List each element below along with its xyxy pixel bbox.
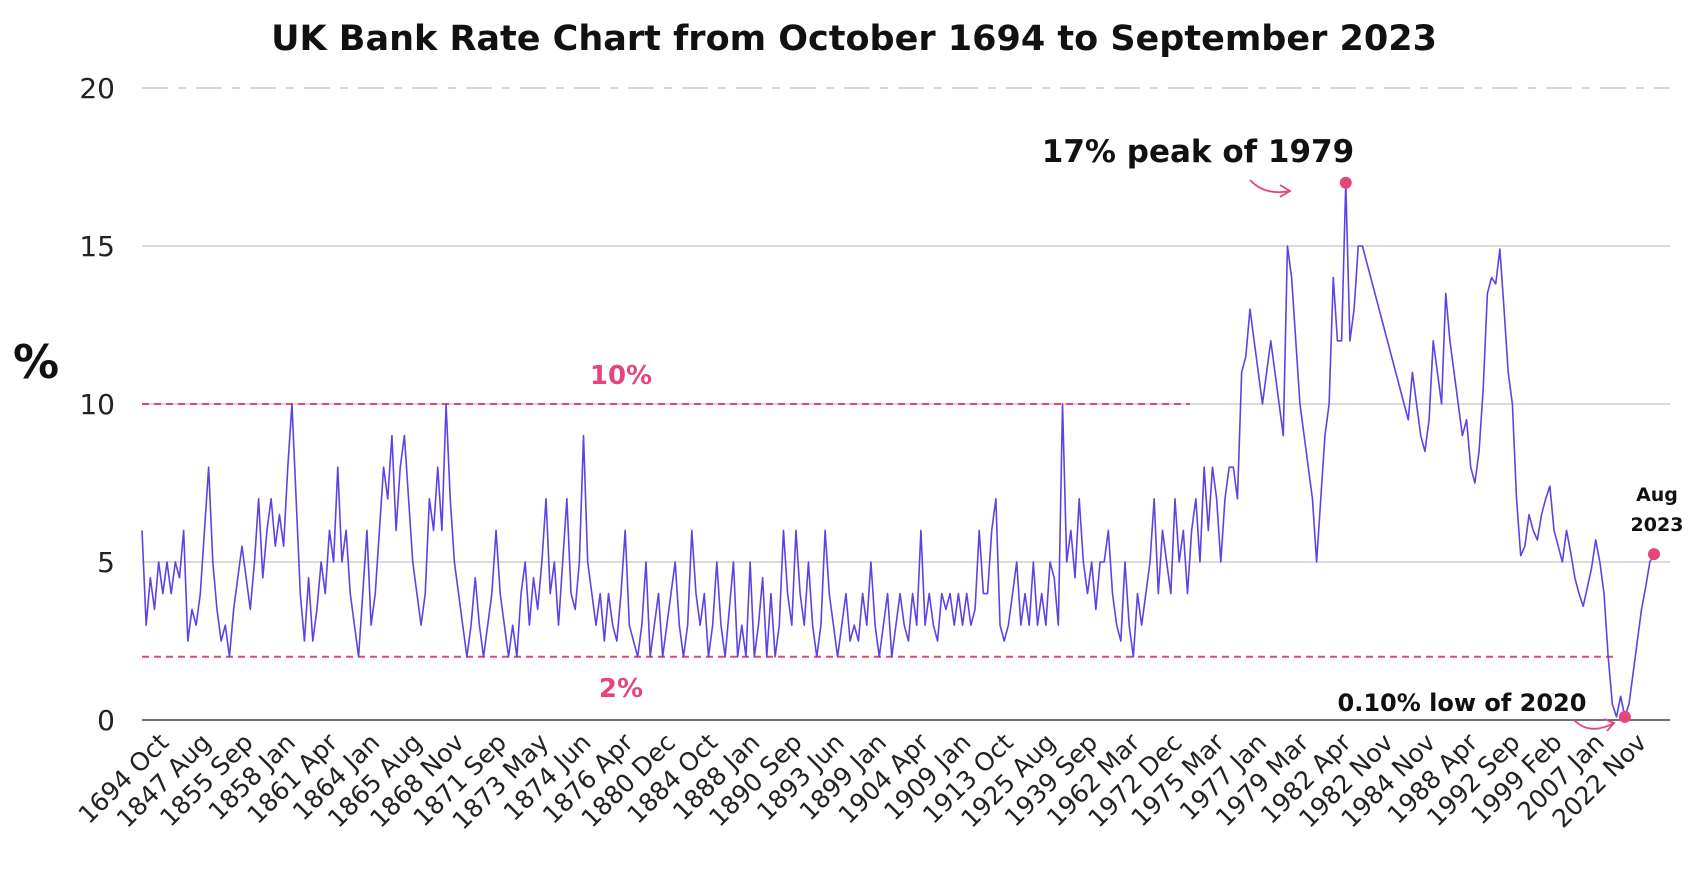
y-tick-label: 10 xyxy=(79,388,115,421)
y-tick-labels: 0 5 10 15 20 xyxy=(79,72,115,737)
peak-arrow-head xyxy=(1279,184,1292,198)
low-arrow-head xyxy=(1603,718,1616,732)
latest-annotation-year: 2023 xyxy=(1631,514,1684,536)
chart-title: UK Bank Rate Chart from October 1694 to … xyxy=(271,19,1437,59)
peak-marker xyxy=(1339,176,1352,189)
series-layer xyxy=(141,182,1655,718)
low-marker xyxy=(1618,710,1631,723)
reference-label: 10% xyxy=(590,361,652,391)
latest-annotation-month: Aug xyxy=(1636,484,1678,506)
low-arrow xyxy=(1573,719,1615,730)
y-tick-label: 20 xyxy=(79,72,115,105)
low-annotation: 0.10% low of 2020 xyxy=(1338,689,1587,717)
y-axis-label: % xyxy=(13,335,59,389)
reference-label: 2% xyxy=(599,674,643,704)
peak-annotation: 17% peak of 1979 xyxy=(1042,134,1354,170)
y-tick-label: 5 xyxy=(97,546,115,579)
peak-arrow xyxy=(1249,179,1291,194)
y-tick-label: 0 xyxy=(97,704,115,737)
latest-marker xyxy=(1648,548,1660,561)
y-tick-label: 15 xyxy=(79,230,115,263)
bank-rate-line xyxy=(141,182,1655,718)
